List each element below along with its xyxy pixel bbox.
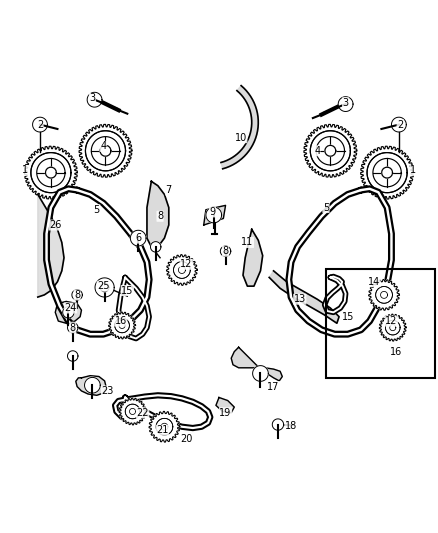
Text: 3: 3 (89, 93, 95, 103)
Polygon shape (125, 404, 140, 419)
Polygon shape (221, 86, 258, 169)
Text: 25: 25 (97, 281, 110, 291)
Text: 19: 19 (219, 408, 232, 418)
Text: 6: 6 (135, 233, 141, 243)
Circle shape (131, 230, 146, 246)
Polygon shape (85, 131, 126, 171)
Text: 10: 10 (235, 133, 247, 143)
Polygon shape (25, 146, 78, 199)
Polygon shape (76, 376, 106, 395)
Circle shape (63, 306, 74, 318)
Polygon shape (109, 312, 135, 339)
Text: 20: 20 (180, 434, 192, 444)
Circle shape (95, 278, 114, 297)
Text: 3: 3 (343, 98, 349, 108)
Text: 4: 4 (314, 146, 320, 156)
Polygon shape (231, 348, 283, 381)
Circle shape (206, 207, 222, 223)
Text: 4: 4 (100, 141, 106, 151)
Text: 2: 2 (37, 119, 43, 130)
Polygon shape (46, 167, 57, 178)
Text: 7: 7 (166, 185, 172, 195)
Polygon shape (369, 279, 399, 310)
Text: 11: 11 (241, 238, 254, 247)
Text: 8: 8 (223, 246, 229, 256)
Polygon shape (379, 314, 406, 341)
Polygon shape (367, 152, 407, 192)
Text: 21: 21 (156, 425, 169, 435)
Circle shape (87, 92, 102, 107)
Circle shape (338, 96, 353, 111)
Polygon shape (310, 131, 350, 171)
Polygon shape (55, 302, 81, 323)
Text: 5: 5 (323, 203, 329, 213)
Text: 12: 12 (385, 316, 398, 326)
Text: 16: 16 (115, 316, 127, 326)
Circle shape (72, 289, 82, 300)
Polygon shape (156, 418, 173, 435)
Circle shape (392, 117, 406, 132)
Polygon shape (269, 271, 339, 323)
Text: 12: 12 (180, 260, 192, 269)
Text: 22: 22 (136, 408, 149, 418)
Polygon shape (385, 320, 400, 335)
Polygon shape (381, 167, 392, 178)
Polygon shape (173, 262, 190, 278)
Text: 23: 23 (102, 386, 114, 396)
Polygon shape (166, 255, 197, 285)
Polygon shape (216, 398, 234, 413)
Text: 8: 8 (74, 290, 80, 300)
Text: 14: 14 (368, 277, 380, 287)
Polygon shape (325, 146, 336, 156)
Text: 13: 13 (293, 294, 306, 304)
Text: 15: 15 (121, 286, 134, 295)
Circle shape (67, 322, 78, 333)
Text: 18: 18 (285, 421, 297, 431)
Text: 26: 26 (49, 220, 61, 230)
Text: 1: 1 (410, 165, 417, 175)
Circle shape (150, 241, 161, 252)
Circle shape (85, 377, 100, 393)
Text: 8: 8 (70, 322, 76, 333)
Text: 9: 9 (209, 207, 215, 217)
Text: 8: 8 (157, 211, 163, 221)
Polygon shape (31, 152, 71, 192)
Circle shape (32, 117, 47, 132)
Text: 15: 15 (342, 312, 354, 322)
Text: 16: 16 (390, 346, 402, 357)
Polygon shape (100, 146, 111, 156)
Circle shape (272, 419, 284, 430)
Polygon shape (243, 229, 263, 286)
Polygon shape (360, 146, 413, 199)
Polygon shape (376, 287, 392, 303)
Polygon shape (115, 318, 129, 333)
Circle shape (220, 246, 231, 256)
Text: 5: 5 (94, 205, 100, 215)
Circle shape (67, 351, 78, 361)
Text: 17: 17 (267, 382, 280, 392)
Polygon shape (204, 205, 226, 225)
Polygon shape (147, 181, 169, 247)
Circle shape (100, 283, 109, 292)
Polygon shape (149, 411, 180, 442)
Polygon shape (119, 398, 146, 425)
Polygon shape (304, 124, 357, 177)
Bar (326, 269, 435, 378)
Text: 24: 24 (64, 303, 77, 313)
Circle shape (253, 366, 268, 381)
Polygon shape (38, 195, 64, 297)
Text: 1: 1 (21, 165, 28, 175)
Polygon shape (79, 124, 132, 177)
Text: 2: 2 (397, 119, 403, 130)
